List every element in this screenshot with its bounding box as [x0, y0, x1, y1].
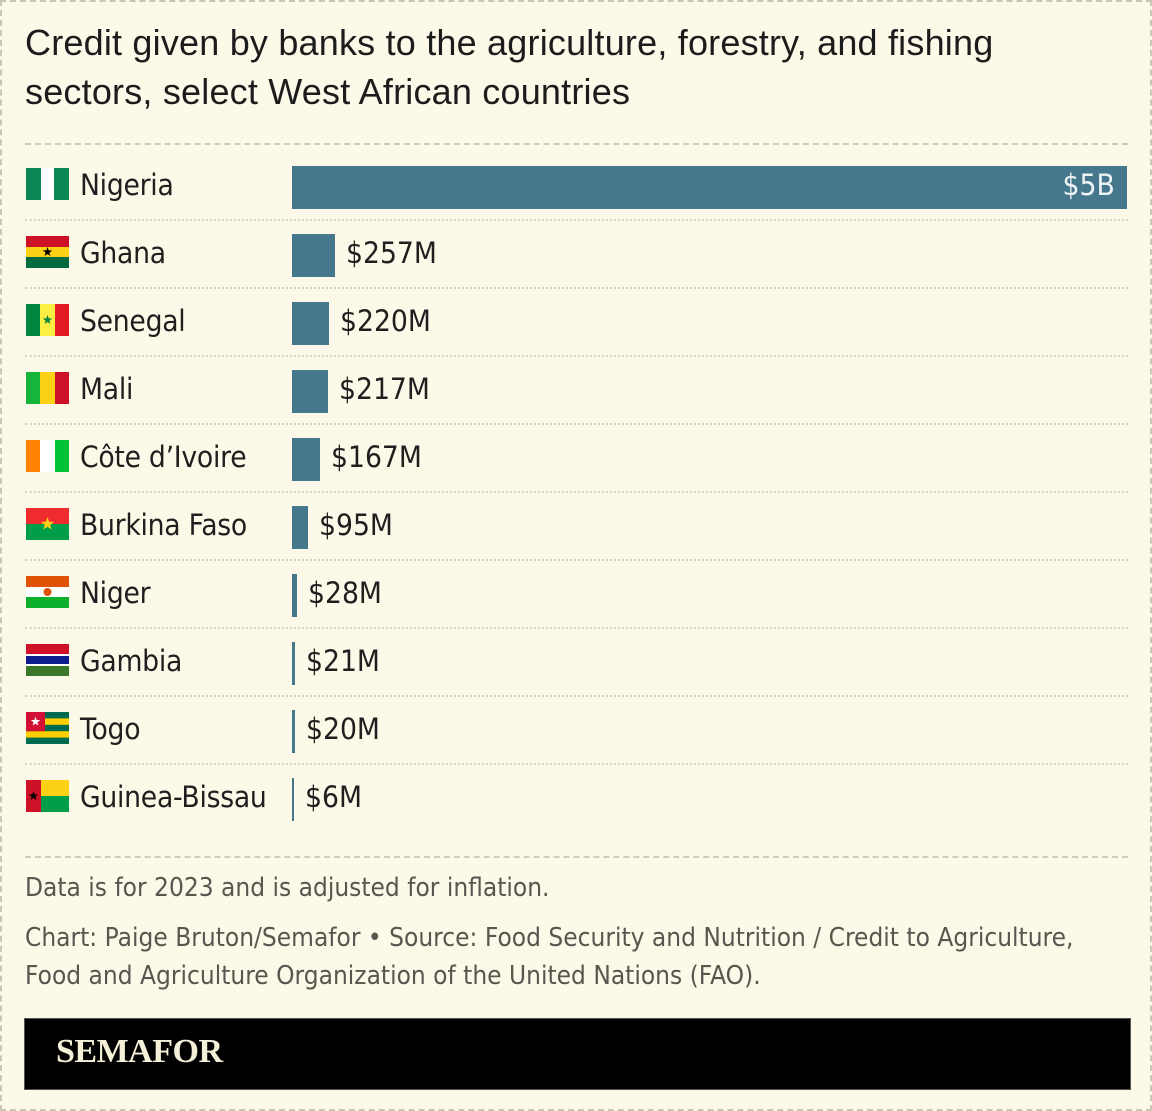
value-label: $28M	[308, 576, 382, 610]
country-label: Mali	[80, 372, 134, 406]
country-label: Ghana	[80, 236, 166, 270]
bar	[292, 166, 1127, 209]
bar	[292, 778, 294, 821]
value-label: $257M	[346, 236, 437, 270]
bar	[292, 302, 329, 345]
bar-row: Gambia $21M	[25, 629, 1128, 697]
country-label: Nigeria	[80, 168, 174, 202]
country-label: Senegal	[80, 304, 186, 338]
title-line-1: Credit given by banks to the agriculture…	[25, 22, 994, 63]
top-divider	[25, 143, 1128, 145]
guinea-bissau-flag-icon	[26, 780, 69, 812]
togo-flag-icon	[26, 712, 69, 744]
country-label: Gambia	[80, 644, 183, 678]
title-line-2: sectors, select West African countries	[25, 71, 631, 112]
value-label: $5B	[1062, 168, 1115, 202]
country-label: Niger	[80, 576, 151, 610]
niger-flag-icon	[26, 576, 69, 608]
ghana-flag-icon	[26, 236, 69, 268]
bar	[292, 234, 335, 277]
senegal-flag-icon	[26, 304, 69, 336]
bar	[292, 642, 295, 685]
country-label: Guinea-Bissau	[80, 780, 267, 814]
bar	[292, 370, 328, 413]
nigeria-flag-icon	[26, 168, 69, 200]
value-label: $167M	[331, 440, 422, 474]
cote-divoire-flag-icon	[26, 440, 69, 472]
bar	[292, 438, 320, 481]
country-label: Togo	[80, 712, 141, 746]
value-label: $6M	[305, 780, 362, 814]
brand-bar: SEMAFOR	[24, 1018, 1131, 1090]
data-note: Data is for 2023 and is adjusted for inf…	[25, 873, 550, 903]
value-label: $21M	[306, 644, 380, 678]
credit-line-1: Chart: Paige Bruton/Semafor • Source: Fo…	[25, 923, 1074, 953]
bar-row: Côte d’Ivoire $167M	[25, 425, 1128, 493]
country-label: Burkina Faso	[80, 508, 247, 542]
gambia-flag-icon	[26, 644, 69, 676]
value-label: $217M	[339, 372, 430, 406]
bar-row: Guinea-Bissau $6M	[25, 765, 1128, 831]
bottom-divider	[25, 856, 1128, 858]
country-label: Côte d’Ivoire	[80, 440, 247, 474]
bar-rows: Nigeria $5B Ghana $257M Senegal $220M Mali $217…	[25, 153, 1128, 831]
mali-flag-icon	[26, 372, 69, 404]
bar	[292, 574, 297, 617]
bar-row: Togo $20M	[25, 697, 1128, 765]
value-label: $220M	[340, 304, 431, 338]
bar-row: Mali $217M	[25, 357, 1128, 425]
bar-row: Nigeria $5B	[25, 153, 1128, 221]
chart-title: Credit given by banks to the agriculture…	[25, 18, 1125, 116]
bar-row: Niger $28M	[25, 561, 1128, 629]
credit-line-2: Food and Agriculture Organization of the…	[25, 961, 761, 991]
value-label: $95M	[319, 508, 393, 542]
semafor-logo: SEMAFOR	[56, 1033, 223, 1070]
value-label: $20M	[306, 712, 380, 746]
bar	[292, 710, 295, 753]
bar-row: Burkina Faso $95M	[25, 493, 1128, 561]
burkina-faso-flag-icon	[26, 508, 69, 540]
bar	[292, 506, 308, 549]
bar-row: Ghana $257M	[25, 221, 1128, 289]
bar-row: Senegal $220M	[25, 289, 1128, 357]
